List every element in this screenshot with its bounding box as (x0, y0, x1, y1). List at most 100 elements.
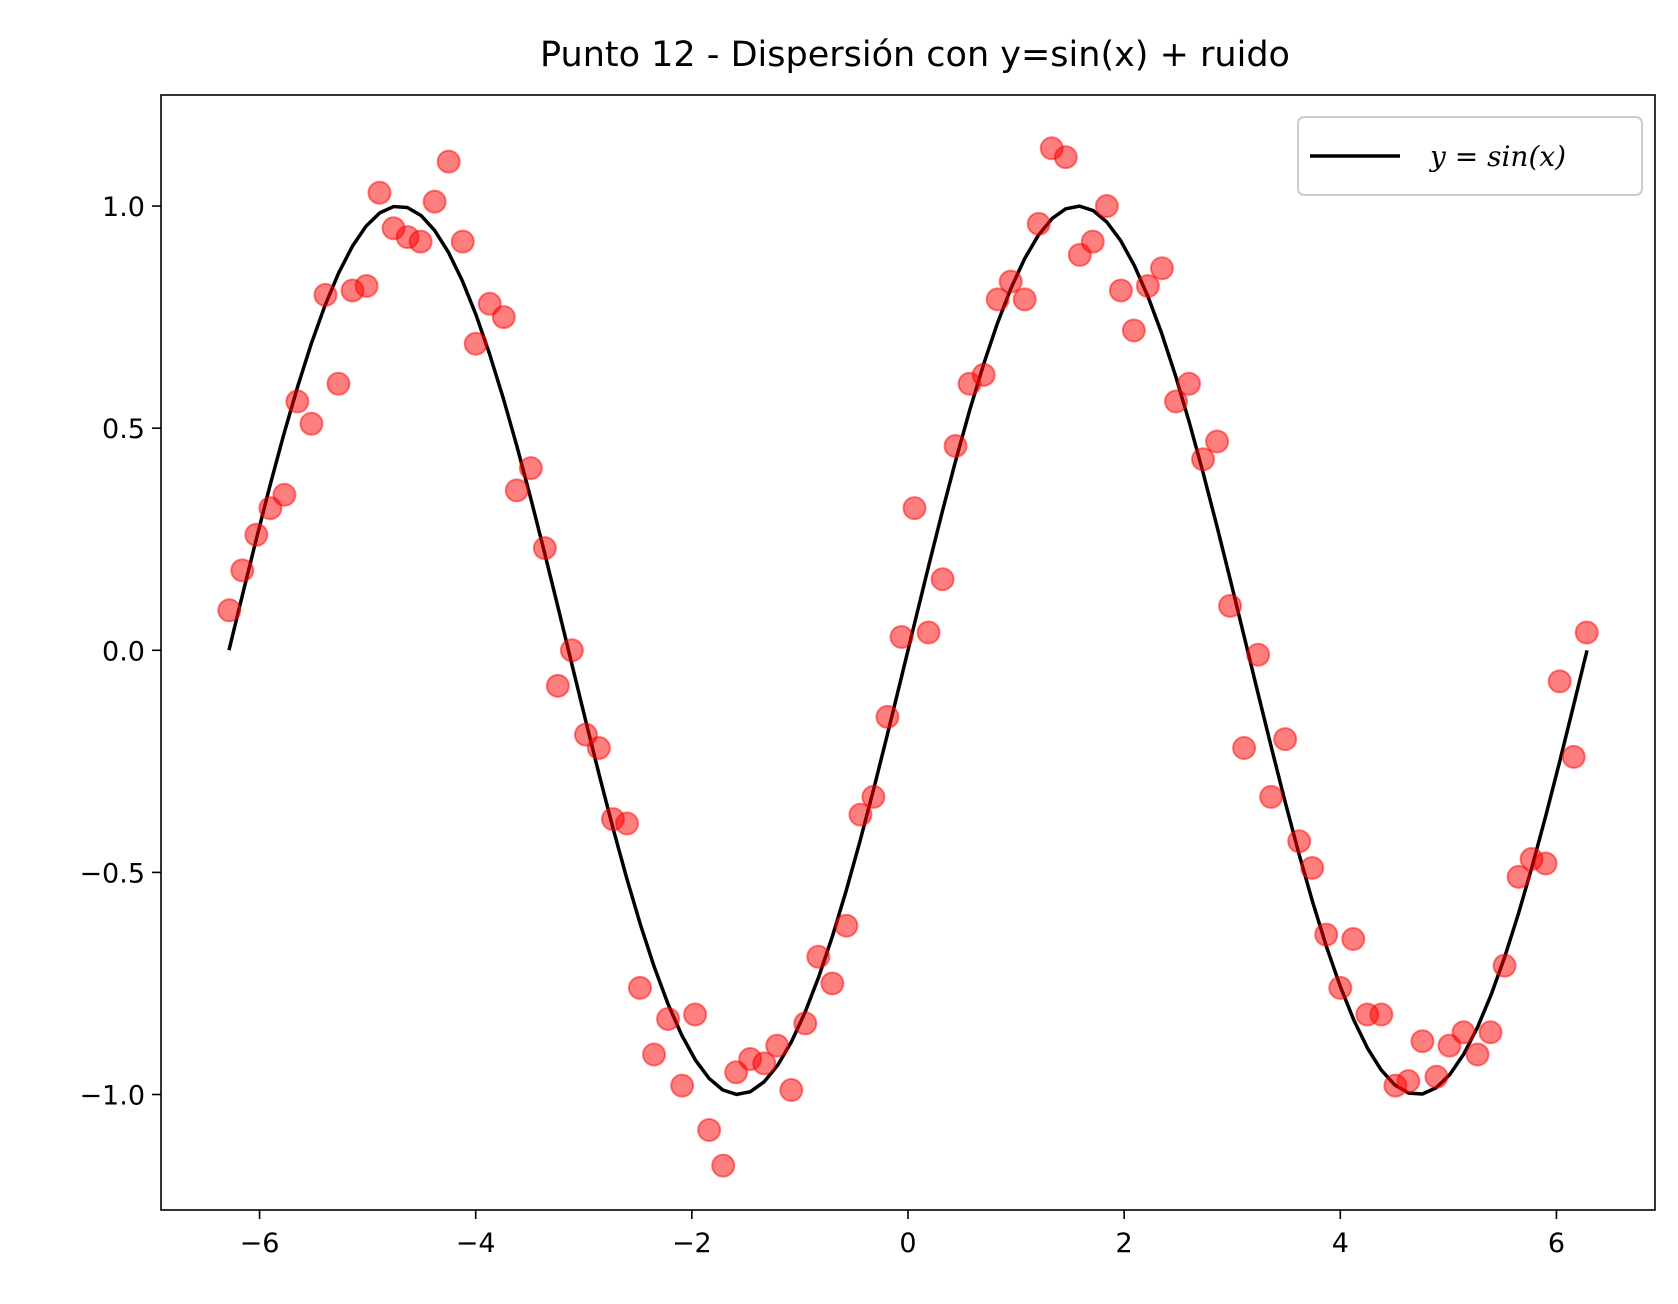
scatter-point (230, 558, 255, 583)
legend-label: y = sin(x) (1428, 140, 1566, 173)
scatter-point (518, 456, 543, 481)
y-axis: −1.0 −0.5 0.0 0.5 1.0 (79, 192, 161, 1112)
scatter-point (806, 944, 831, 969)
y-tick-label: 0.0 (102, 636, 145, 667)
scatter-point (711, 1153, 736, 1178)
scatter-point (1218, 593, 1243, 618)
y-tick-label: 0.5 (102, 414, 145, 445)
scatter-point (272, 482, 297, 507)
scatter-point (1533, 851, 1558, 876)
x-tick-label: 2 (1116, 1228, 1133, 1259)
scatter-point (1369, 1002, 1394, 1027)
scatter-point (504, 478, 529, 503)
scatter-point (367, 180, 392, 205)
scatter-point (586, 736, 611, 761)
scatter-point (1410, 1029, 1435, 1054)
scatter-point (1561, 744, 1586, 769)
scatter-point (1246, 642, 1271, 667)
scatter-point (683, 1002, 708, 1027)
scatter-point (861, 784, 886, 809)
scatter-point (1451, 1020, 1476, 1045)
scatter-point (326, 371, 351, 396)
scatter-point (1574, 620, 1599, 645)
scatter-point (1149, 256, 1174, 281)
scatter-point (1259, 784, 1284, 809)
scatter-point (1053, 145, 1078, 170)
scatter-point (313, 282, 338, 307)
scatter-point (1232, 736, 1257, 761)
scatter-point (1108, 278, 1133, 303)
x-tick-label: −4 (456, 1228, 496, 1259)
scatter-point (1191, 447, 1216, 472)
scatter-point (779, 1078, 804, 1103)
scatter-point (1012, 287, 1037, 312)
x-tick-label: 0 (899, 1228, 916, 1259)
scatter-point (354, 274, 379, 299)
scatter-point (670, 1073, 695, 1098)
scatter-point (1135, 274, 1160, 299)
scatter-point (848, 802, 873, 827)
plot-area (217, 136, 1599, 1178)
scatter-point (834, 913, 859, 938)
scatter-point (930, 567, 955, 592)
scatter-point (1314, 922, 1339, 947)
scatter-point (943, 433, 968, 458)
scatter-point (752, 1051, 777, 1076)
x-tick-label: 6 (1548, 1228, 1565, 1259)
scatter-point (1424, 1064, 1449, 1089)
scatter-point (285, 389, 310, 414)
scatter-point (299, 411, 324, 436)
scatter-point (1465, 1042, 1490, 1067)
scatter-point (697, 1118, 722, 1143)
scatter-point (545, 673, 570, 698)
scatter-point (1094, 194, 1119, 219)
scatter-point (615, 811, 640, 836)
scatter-point (463, 331, 488, 356)
scatter-point (450, 229, 475, 254)
y-tick-label: −1.0 (79, 1081, 145, 1112)
sine-line (227, 204, 1589, 1097)
scatter-point (1341, 927, 1366, 952)
scatter-point (642, 1042, 667, 1067)
scatter-point (1026, 211, 1051, 236)
scatter-point (1205, 429, 1230, 454)
scatter-point (422, 189, 447, 214)
scatter-point (656, 1006, 681, 1031)
scatter-point (820, 971, 845, 996)
scatter-point (1506, 864, 1531, 889)
x-tick-label: −6 (240, 1228, 280, 1259)
scatter-point (436, 149, 461, 174)
scatter-point (1287, 829, 1312, 854)
chart-title: Punto 12 - Dispersión con y=sin(x) + rui… (540, 35, 1290, 75)
scatter-point (1121, 318, 1146, 343)
y-tick-label: 1.0 (102, 192, 145, 223)
scatter-point (217, 598, 242, 623)
scatter-point (1176, 371, 1201, 396)
scatter-point (1300, 855, 1325, 880)
scatter-point (902, 496, 927, 521)
scatter-point (765, 1033, 790, 1058)
scatter-point (408, 229, 433, 254)
scatter-point (1164, 389, 1189, 414)
x-tick-label: −2 (672, 1228, 712, 1259)
scatter-point (1547, 669, 1572, 694)
scatter-point (1273, 727, 1298, 752)
scatter-point (244, 522, 269, 547)
x-tick-label: 4 (1332, 1228, 1349, 1259)
scatter-point (971, 362, 996, 387)
scatter-point (559, 638, 584, 663)
legend: y = sin(x) (1297, 116, 1643, 196)
x-axis: −6 −4 −2 0 2 4 6 (240, 1210, 1565, 1259)
legend-box (1297, 116, 1643, 196)
y-tick-label: −0.5 (79, 858, 145, 889)
scatter-point (985, 287, 1010, 312)
scatter-point (1492, 953, 1517, 978)
scatter-point (491, 305, 516, 330)
scatter-point (1396, 1069, 1421, 1094)
scatter-point (916, 620, 941, 645)
scatter-point (1478, 1020, 1503, 1045)
scatter-point (793, 1011, 818, 1036)
scatter-point (875, 704, 900, 729)
scatter-point (889, 624, 914, 649)
